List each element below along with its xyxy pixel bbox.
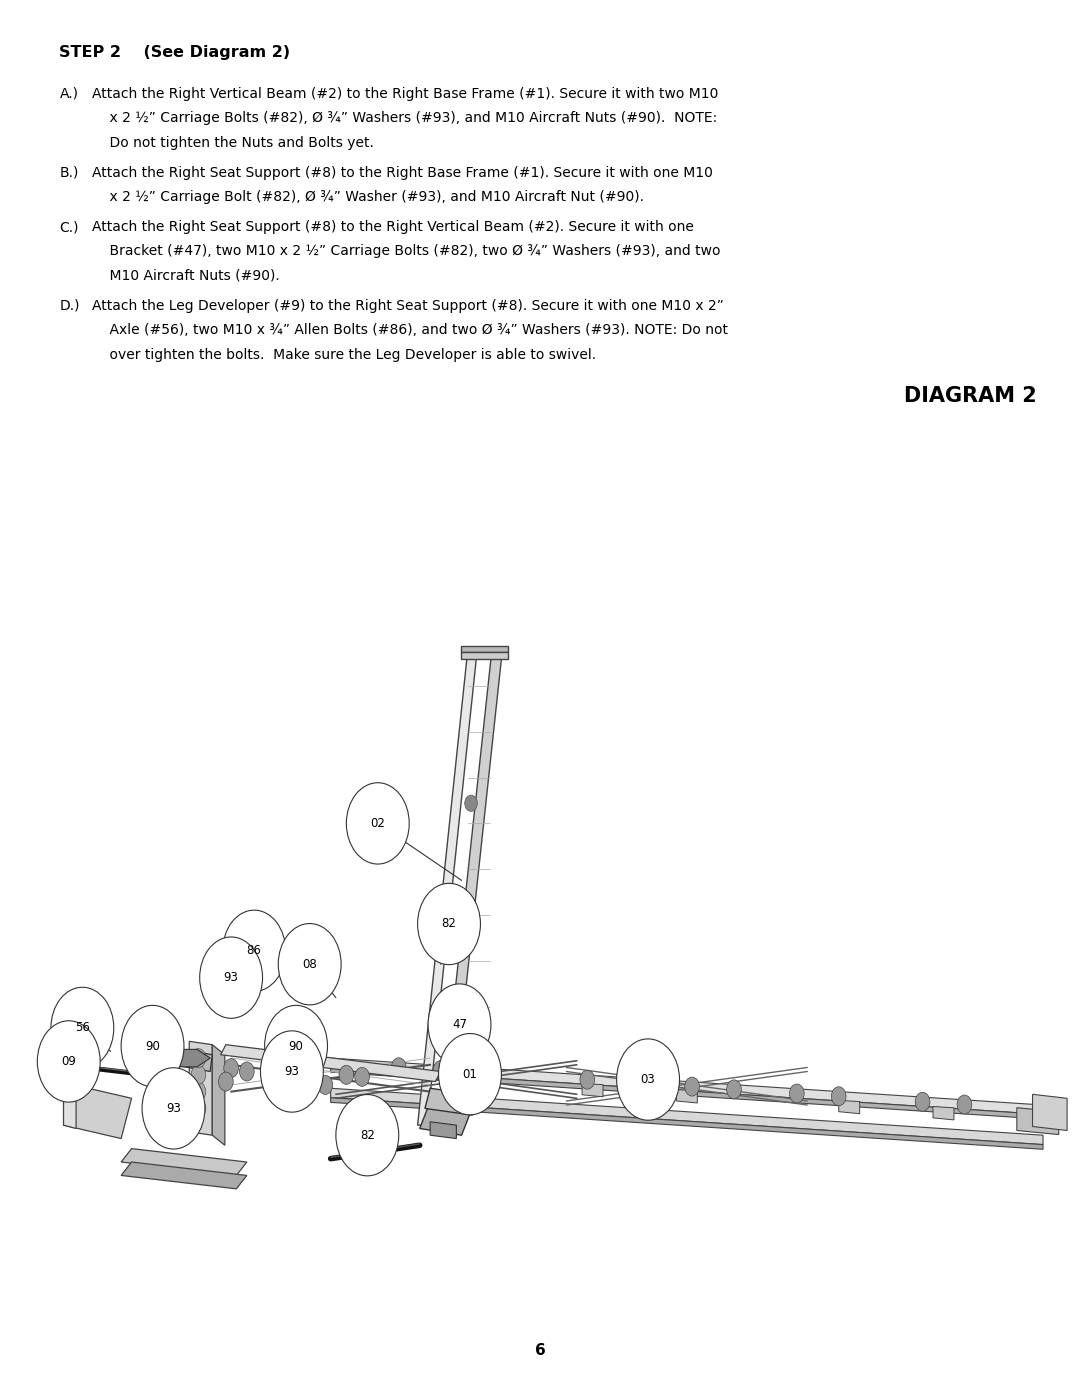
Text: 01: 01	[462, 1067, 477, 1081]
Circle shape	[464, 929, 477, 946]
Circle shape	[464, 795, 477, 812]
Text: 08: 08	[302, 958, 318, 971]
Polygon shape	[174, 1048, 213, 1071]
Polygon shape	[418, 659, 476, 1125]
Circle shape	[222, 911, 285, 992]
Text: x 2 ½” Carriage Bolts (#82), Ø ¾” Washers (#93), and M10 Aircraft Nuts (#90).  N: x 2 ½” Carriage Bolts (#82), Ø ¾” Washer…	[92, 112, 717, 126]
Text: STEP 2    (See Diagram 2): STEP 2 (See Diagram 2)	[59, 45, 291, 60]
Circle shape	[339, 1066, 353, 1084]
Polygon shape	[330, 1058, 1043, 1115]
Text: 93: 93	[166, 1102, 181, 1115]
Polygon shape	[158, 1049, 211, 1067]
Text: 93: 93	[224, 971, 239, 983]
Circle shape	[200, 937, 262, 1018]
Text: B.): B.)	[59, 166, 79, 180]
Circle shape	[617, 1039, 679, 1120]
Text: Attach the Right Vertical Beam (#2) to the Right Base Frame (#1). Secure it with: Attach the Right Vertical Beam (#2) to t…	[92, 87, 718, 101]
Text: over tighten the bolts.  Make sure the Leg Developer is able to swivel.: over tighten the bolts. Make sure the Le…	[92, 348, 596, 362]
Text: Attach the Right Seat Support (#8) to the Right Vertical Beam (#2). Secure it wi: Attach the Right Seat Support (#8) to th…	[92, 221, 693, 235]
Circle shape	[391, 1058, 406, 1077]
Text: 6: 6	[535, 1343, 545, 1358]
Circle shape	[38, 1021, 100, 1102]
Polygon shape	[213, 1045, 225, 1146]
Polygon shape	[1032, 1094, 1067, 1130]
Circle shape	[319, 1076, 333, 1094]
Text: Bracket (#47), two M10 x 2 ½” Carriage Bolts (#82), two Ø ¾” Washers (#93), and : Bracket (#47), two M10 x 2 ½” Carriage B…	[92, 244, 720, 258]
Text: Do not tighten the Nuts and Bolts yet.: Do not tighten the Nuts and Bolts yet.	[92, 136, 374, 149]
Polygon shape	[330, 1088, 1043, 1144]
Text: Attach the Leg Developer (#9) to the Right Seat Support (#8). Secure it with one: Attach the Leg Developer (#9) to the Rig…	[92, 299, 724, 313]
Polygon shape	[64, 1041, 76, 1129]
Circle shape	[580, 1070, 595, 1090]
Polygon shape	[220, 1045, 441, 1081]
Circle shape	[218, 1071, 233, 1091]
Text: Attach the Right Seat Support (#8) to the Right Base Frame (#1). Secure it with : Attach the Right Seat Support (#8) to th…	[92, 166, 713, 180]
Text: 47: 47	[453, 1018, 467, 1031]
Circle shape	[915, 1092, 930, 1111]
Circle shape	[143, 1067, 205, 1148]
Text: 90: 90	[288, 1039, 303, 1052]
Polygon shape	[1017, 1108, 1058, 1134]
Text: C.): C.)	[59, 221, 79, 235]
Circle shape	[832, 1087, 846, 1106]
Polygon shape	[582, 1083, 603, 1097]
Text: 82: 82	[360, 1129, 375, 1141]
Polygon shape	[839, 1101, 860, 1113]
Polygon shape	[64, 1085, 132, 1139]
Circle shape	[279, 923, 341, 1004]
Circle shape	[336, 1095, 399, 1176]
Polygon shape	[420, 1102, 472, 1136]
Text: 86: 86	[246, 944, 261, 957]
Text: 02: 02	[370, 817, 386, 830]
Polygon shape	[189, 1041, 213, 1136]
Polygon shape	[424, 1088, 477, 1115]
Circle shape	[191, 1049, 206, 1067]
Text: Axle (#56), two M10 x ¾” Allen Bolts (#86), and two Ø ¾” Washers (#93). NOTE: Do: Axle (#56), two M10 x ¾” Allen Bolts (#8…	[92, 324, 728, 338]
Circle shape	[191, 1099, 206, 1118]
Text: 82: 82	[442, 918, 457, 930]
Circle shape	[260, 1031, 323, 1112]
Circle shape	[789, 1084, 805, 1104]
Circle shape	[622, 1073, 636, 1092]
Circle shape	[265, 1006, 327, 1087]
Text: 90: 90	[145, 1039, 160, 1052]
Circle shape	[438, 1034, 501, 1115]
Circle shape	[727, 1080, 741, 1099]
Circle shape	[51, 988, 113, 1069]
Polygon shape	[676, 1090, 698, 1104]
Text: A.): A.)	[59, 87, 79, 101]
Circle shape	[224, 1059, 239, 1077]
Text: D.): D.)	[59, 299, 80, 313]
Circle shape	[354, 1067, 369, 1087]
Text: 93: 93	[284, 1065, 299, 1078]
Text: DIAGRAM 2: DIAGRAM 2	[904, 387, 1037, 407]
Circle shape	[240, 1062, 254, 1081]
Text: 56: 56	[75, 1021, 90, 1034]
Text: x 2 ½” Carriage Bolt (#82), Ø ¾” Washer (#93), and M10 Aircraft Nut (#90).: x 2 ½” Carriage Bolt (#82), Ø ¾” Washer …	[92, 190, 644, 204]
Polygon shape	[121, 1148, 247, 1175]
Polygon shape	[330, 1067, 1043, 1119]
Polygon shape	[460, 645, 508, 652]
Circle shape	[433, 1060, 448, 1080]
Polygon shape	[430, 1122, 457, 1139]
Polygon shape	[933, 1106, 954, 1120]
Circle shape	[191, 1083, 206, 1101]
Circle shape	[464, 1044, 477, 1059]
Circle shape	[191, 1066, 206, 1084]
Polygon shape	[441, 659, 501, 1125]
Text: 09: 09	[62, 1055, 77, 1067]
Polygon shape	[121, 1162, 247, 1189]
Text: 03: 03	[640, 1073, 656, 1085]
Circle shape	[428, 983, 491, 1065]
Circle shape	[418, 883, 481, 965]
Circle shape	[685, 1077, 700, 1097]
Circle shape	[121, 1006, 184, 1087]
Circle shape	[347, 782, 409, 863]
Polygon shape	[460, 652, 508, 659]
Circle shape	[957, 1095, 972, 1113]
Text: M10 Aircraft Nuts (#90).: M10 Aircraft Nuts (#90).	[92, 270, 280, 284]
Polygon shape	[330, 1098, 1043, 1150]
